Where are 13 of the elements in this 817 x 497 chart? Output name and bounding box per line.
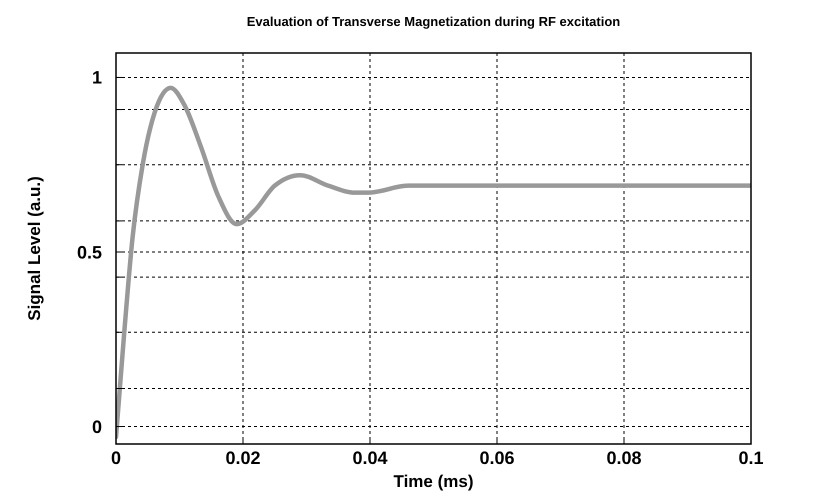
y-tick-label: 1 bbox=[92, 68, 102, 88]
x-tick-label: 0 bbox=[110, 448, 122, 468]
x-tick-label: 0.1 bbox=[738, 448, 764, 468]
y-tick-label: 0 bbox=[92, 416, 102, 437]
x-tick-label: 0.08 bbox=[606, 448, 642, 468]
x-tick-label: 0.04 bbox=[352, 448, 388, 468]
x-axis-title: Time (ms) bbox=[394, 472, 474, 491]
line-series bbox=[116, 86, 751, 440]
y-axis-title: Signal Level (a.u.) bbox=[25, 176, 44, 321]
y-tick-label: 0.5 bbox=[76, 242, 102, 262]
x-tick-label: 0.02 bbox=[225, 448, 261, 468]
chart-title: Evaluation of Transverse Magnetization during RF excitation bbox=[246, 14, 620, 29]
x-tick-label: 0.06 bbox=[479, 448, 515, 468]
